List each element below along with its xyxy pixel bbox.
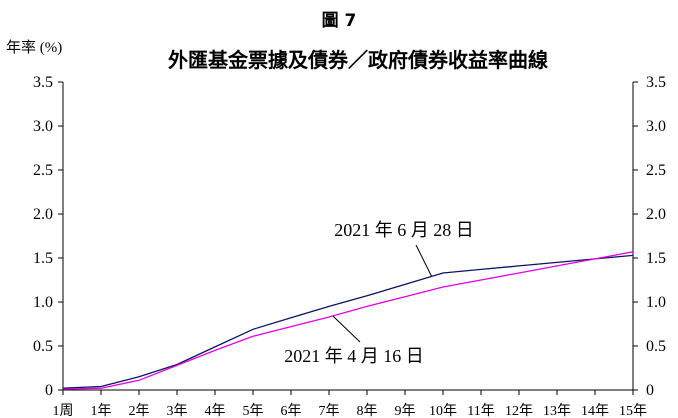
x-tick-label: 1周: [53, 404, 74, 418]
y-axis-unit-label: 年率 (%): [6, 40, 63, 56]
left-y-tick-label: 3.0: [33, 118, 53, 135]
left-y-tick-label: 0: [45, 382, 53, 399]
left-y-tick-label: 1.0: [33, 294, 53, 311]
right-y-tick-label: 0.5: [646, 338, 666, 355]
annotation-apr-16: 2021 年 4 月 16 日: [284, 346, 424, 366]
series-line-apr-16: [62, 251, 634, 390]
figure-label: 圖 7: [321, 11, 357, 31]
x-tick-label: 1年: [91, 403, 112, 418]
left-y-tick-label: 3.5: [33, 74, 53, 91]
right-y-tick-label: 0: [646, 382, 654, 399]
x-tick-label: 4年: [205, 403, 226, 418]
series-line-jun-28: [62, 254, 634, 389]
left-y-tick-label: 1.5: [33, 250, 53, 267]
x-tick-label: 12年: [505, 403, 533, 418]
left-y-tick-label: 0.5: [33, 338, 53, 355]
chart-title: 外匯基金票據及債券／政府債券收益率曲線: [168, 48, 548, 72]
x-tick-label: 15年: [619, 403, 647, 418]
x-tick-label: 5年: [243, 403, 264, 418]
x-tick-label: 3年: [167, 403, 188, 418]
right-y-tick-label: 1.5: [646, 250, 666, 267]
x-tick-label: 8年: [357, 403, 378, 418]
right-y-tick-label: 3.0: [646, 118, 666, 135]
annotation-leader-apr-16: [332, 315, 361, 343]
x-tick-label: 10年: [429, 403, 457, 418]
x-tick-label: 9年: [395, 403, 416, 418]
right-y-tick-label: 3.5: [646, 74, 666, 91]
right-y-tick-label: 1.0: [646, 294, 666, 311]
annotation-jun-28: 2021 年 6 月 28 日: [334, 220, 474, 240]
x-tick-label: 7年: [319, 403, 340, 418]
x-tick-label: 6年: [281, 403, 302, 418]
left-y-tick-label: 2.5: [33, 162, 53, 179]
right-y-tick-label: 2.5: [646, 162, 666, 179]
x-tick-label: 2年: [129, 403, 150, 418]
x-tick-label: 13年: [543, 403, 571, 418]
x-tick-label: 11年: [467, 403, 494, 418]
annotation-leader-jun-28: [415, 244, 433, 277]
x-tick-label: 14年: [581, 403, 609, 418]
right-y-tick-label: 2.0: [646, 206, 666, 223]
left-y-tick-label: 2.0: [33, 206, 53, 223]
